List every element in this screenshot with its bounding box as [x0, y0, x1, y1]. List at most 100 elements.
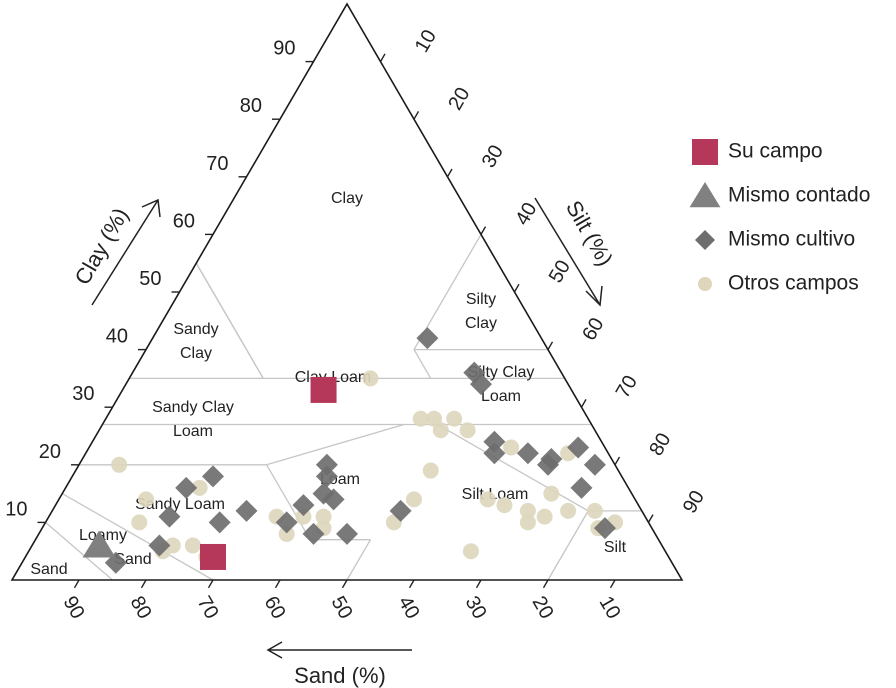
silt-tick: [480, 226, 487, 235]
su-campo-point: [310, 376, 337, 403]
legend-marker-mismo-cultivo: [695, 230, 715, 250]
zone-label-silt: Silt: [604, 539, 627, 556]
mismo-cultivo-point: [483, 430, 506, 453]
mismo-cultivo-point: [322, 488, 345, 511]
zone-boundary-line: [413, 349, 432, 379]
mismo-cultivo-point: [302, 522, 325, 545]
silt-tick: [413, 111, 420, 120]
otros-campos-point: [586, 502, 603, 519]
otros-campos-point: [446, 410, 463, 427]
zone-label-loamy-sand: Loamy: [79, 527, 127, 544]
mismo-cultivo-point: [275, 511, 298, 534]
otros-campos-point: [519, 514, 536, 531]
silt-tick-label: 20: [444, 84, 474, 114]
sand-axis-arrowhead: [266, 641, 283, 659]
clay-tick-label: 60: [173, 210, 195, 232]
sand-tick: [475, 579, 482, 589]
sand-tick-label: 30: [461, 593, 491, 623]
mismo-cultivo-point: [292, 494, 315, 517]
otros-campos-point: [278, 525, 295, 542]
sand-tick: [73, 579, 80, 589]
zone-label-silt-loam: Silt Loam: [462, 486, 529, 503]
mismo-cultivo-point: [315, 465, 338, 488]
clay-tick-label: 40: [106, 326, 128, 348]
clay-tick-label: 50: [139, 268, 161, 290]
sand-tick: [542, 579, 549, 589]
mismo-cultivo-point: [516, 442, 539, 465]
otros-campos-point: [422, 462, 439, 479]
mismo-cultivo-point: [567, 436, 590, 459]
legend-label-otros-campos: Otros campos: [728, 272, 859, 295]
silt-tick: [379, 53, 386, 62]
otros-campos-point: [315, 508, 332, 525]
clay-tick-label: 20: [39, 441, 61, 463]
otros-campos-point: [191, 479, 208, 496]
mismo-cultivo-point: [389, 499, 412, 522]
zone-boundary-line: [346, 539, 372, 581]
mismo-cultivo-point: [336, 522, 358, 545]
otros-campos-point: [111, 456, 128, 473]
mismo-cultivo-point: [483, 442, 506, 465]
mismo-cultivo-point: [315, 453, 338, 476]
silt-axis-title: Silt (%): [561, 196, 618, 270]
silt-tick-label: 90: [679, 487, 709, 517]
su-campo-point: [200, 543, 226, 570]
clay-axis-arrowhead: [141, 198, 161, 218]
clay-axis-arrow: [91, 199, 159, 306]
mismo-contado-point: [82, 530, 116, 558]
clay-tick-label: 10: [5, 498, 27, 520]
sand-axis-title-group: Sand (%): [266, 641, 412, 688]
clay-axis-title: Clay (%): [70, 203, 134, 289]
legend-marker-su-campo: [692, 139, 718, 165]
zone-boundary-line: [45, 521, 113, 581]
zone-label-sandy-clay-loam: Loam: [173, 423, 213, 440]
silt-tick: [614, 456, 621, 466]
legend: Su campo Mismo contado Mismo cultivo Otros …: [689, 139, 870, 295]
mismo-cultivo-point: [470, 373, 492, 396]
silt-tick: [547, 341, 554, 350]
zone-boundary-line: [437, 423, 589, 512]
otros-campos-point: [560, 502, 577, 519]
silt-tick-label: 10: [411, 26, 441, 56]
mismo-cultivo-point: [148, 534, 171, 557]
otros-campos-point: [138, 491, 154, 508]
sand-tick-label: 40: [394, 593, 424, 623]
zone-boundary-line: [266, 423, 405, 466]
zone-label-silty-clay: Silty: [466, 291, 496, 308]
otros-campos-point: [184, 537, 201, 554]
zone-label-silty-clay: Clay: [465, 315, 497, 332]
silt-tick-label: 50: [545, 257, 575, 287]
sand-tick: [207, 579, 214, 589]
legend-label-mismo-contado: Mismo contado: [728, 184, 870, 207]
otros-campos-point: [459, 422, 476, 439]
silt-tick: [446, 168, 453, 178]
sand-tick: [609, 579, 616, 589]
sand-axis-title: Sand (%): [294, 663, 386, 688]
silt-tick: [513, 283, 520, 293]
mismo-cultivo-point: [583, 453, 606, 476]
legend-label-mismo-cultivo: Mismo cultivo: [728, 228, 855, 251]
otros-campos-point: [496, 497, 513, 514]
zone-label-sandy-clay: Clay: [180, 345, 212, 362]
mismo-cultivo-point: [570, 476, 593, 499]
zone-label-sandy-clay-loam: Sandy Clay: [152, 399, 234, 416]
otros-campos-point: [519, 502, 536, 519]
zone-boundary-line: [266, 464, 311, 541]
sand-tick: [140, 579, 147, 589]
legend-label-su-campo: Su campo: [728, 140, 823, 163]
otros-campos-point: [295, 508, 312, 525]
silt-tick-label: 70: [612, 372, 642, 402]
zone-boundary-line: [245, 349, 264, 379]
zone-label-sandy-loam: Sandy Loam: [135, 496, 225, 513]
silt-tick: [647, 514, 654, 523]
zone-label-sandy-clay: Sandy: [173, 321, 218, 338]
legend-marker-mismo-contado: [689, 182, 721, 208]
silt-tick-label: 40: [511, 199, 541, 229]
axis-ticks: [37, 53, 654, 589]
clay-tick-label: 30: [72, 383, 94, 405]
data-points: [82, 327, 623, 574]
mismo-cultivo-point: [208, 511, 231, 534]
otros-campos-point: [503, 439, 520, 456]
mismo-cultivo-point: [593, 517, 616, 540]
